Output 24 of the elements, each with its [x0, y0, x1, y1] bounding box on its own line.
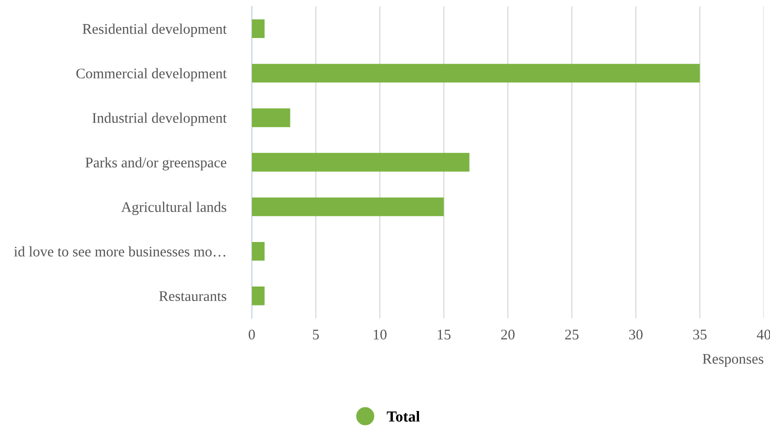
x-tick-label: 25 [565, 330, 579, 340]
x-tick-label: 0 [248, 330, 255, 340]
bar [252, 286, 265, 306]
x-axis-title: Responses [702, 354, 764, 367]
bar [252, 242, 265, 261]
bar [252, 197, 444, 216]
x-tick-label: 20 [501, 330, 515, 340]
y-tick-label: id love to see more businesses mo… [14, 246, 226, 257]
x-tick-label: 15 [438, 330, 451, 340]
y-tick-label: Residential development [82, 24, 227, 37]
bar [252, 64, 700, 83]
x-tick-label: 30 [629, 330, 643, 340]
legend-label: Total [386, 410, 420, 422]
y-tick-label: Parks and/or greenspace [85, 157, 226, 170]
bar [252, 19, 265, 38]
x-tick-label: 5 [313, 330, 319, 340]
x-tick-label: 10 [374, 330, 387, 340]
bar [252, 152, 470, 172]
y-tick-label: Industrial development [92, 112, 227, 126]
bar [252, 108, 290, 128]
y-tick-label: Commercial development [76, 68, 227, 82]
y-tick-label: Restaurants [159, 291, 226, 302]
y-tick-label: Agricultural lands [121, 202, 226, 215]
x-tick-label: 35 [693, 330, 707, 340]
